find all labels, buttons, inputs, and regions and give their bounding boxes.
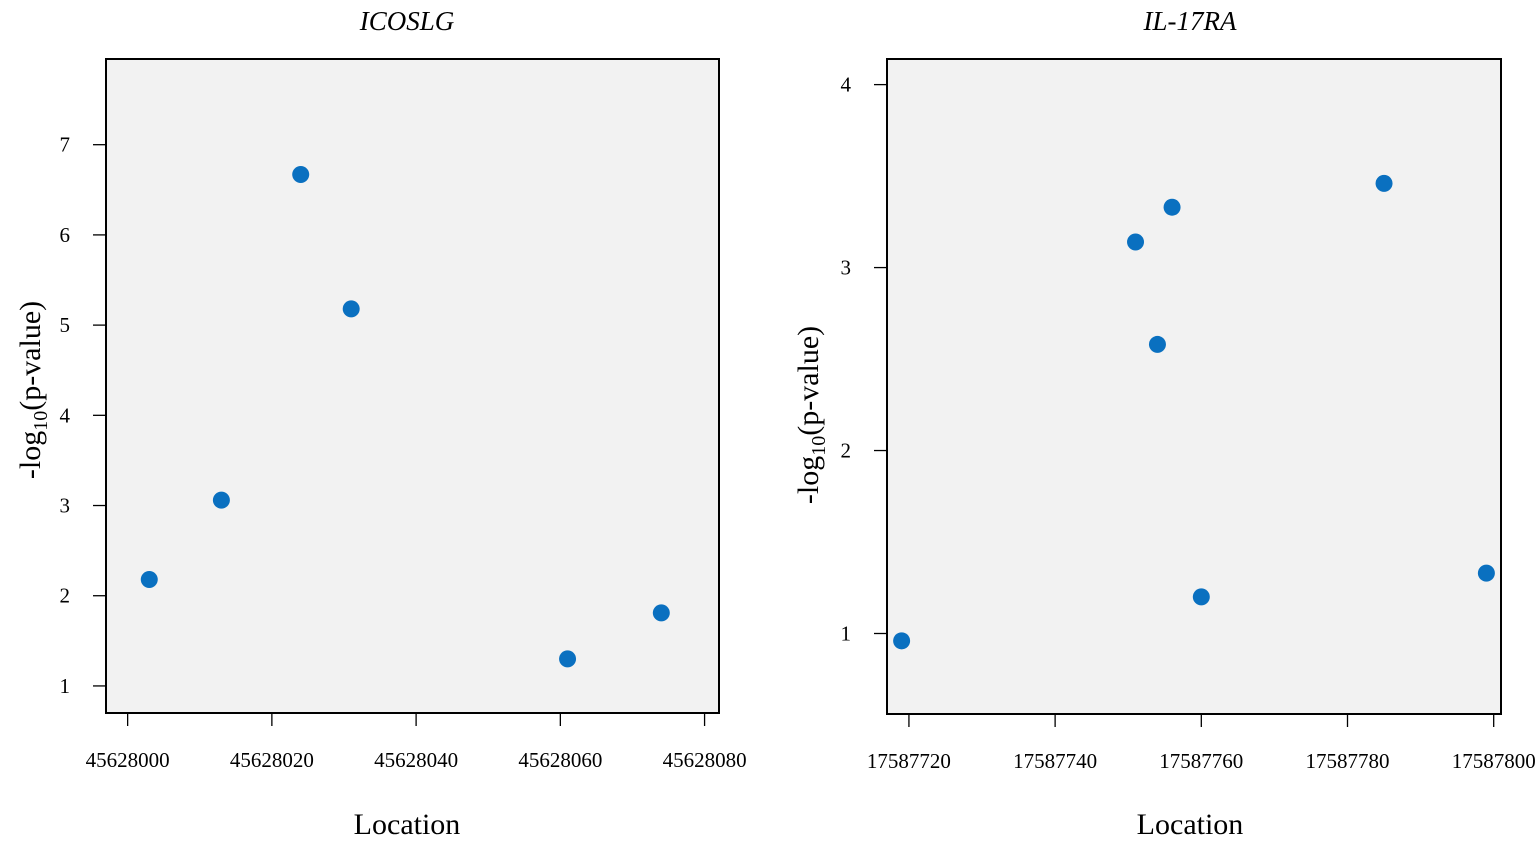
x-axis-label: Location	[1137, 808, 1244, 841]
y-tick-label: 2	[60, 584, 71, 608]
y-tick-label: 7	[60, 133, 71, 157]
data-point	[212, 491, 230, 509]
y-axis-label-suffix: (p-value)	[14, 301, 47, 411]
panel-il17ra: IL-17RA 17587720 17587740 17587760 17587780 1…	[792, 6, 1536, 841]
y-axis-label: -log10(p-value)	[792, 326, 830, 504]
data-point	[1477, 564, 1495, 582]
x-axis-label: Location	[354, 808, 461, 841]
data-point	[893, 632, 911, 650]
data-point	[652, 604, 670, 622]
y-tick-label: 1	[60, 674, 71, 698]
y-tick-label: 2	[841, 439, 852, 463]
plot-area	[886, 58, 1502, 715]
data-point	[140, 570, 158, 588]
data-point	[1192, 588, 1210, 606]
y-axis-label-prefix: -log	[14, 431, 47, 479]
x-tick-label: 45628040	[374, 748, 458, 772]
x-tick-label: 45628080	[663, 748, 747, 772]
x-tick-label: 17587760	[1159, 749, 1243, 773]
x-tick-label: 17587740	[1013, 749, 1097, 773]
y-tick-label: 6	[60, 223, 71, 247]
x-tick-label: 17587800	[1452, 749, 1536, 773]
y-axis-label-prefix: -log	[792, 456, 825, 504]
y-axis-label-suffix: (p-value)	[792, 326, 825, 436]
y-axis-label-subscript: 10	[30, 411, 52, 431]
x-tick-label: 45628060	[518, 748, 602, 772]
x-tick-label: 17587780	[1306, 749, 1390, 773]
data-point	[559, 650, 577, 668]
chart-title: IL-17RA	[1143, 6, 1237, 36]
y-tick-label: 1	[841, 621, 852, 645]
y-tick-label: 3	[841, 256, 852, 280]
x-tick-label: 45628020	[230, 748, 314, 772]
y-axis-label: -log10(p-value)	[14, 301, 52, 479]
data-point	[1148, 335, 1166, 353]
y-tick-label: 4	[60, 403, 71, 427]
y-tick-label: 4	[841, 73, 852, 97]
data-point	[1163, 198, 1181, 216]
data-point	[342, 300, 360, 318]
data-point	[1375, 174, 1393, 192]
y-axis-label-subscript: 10	[808, 436, 830, 456]
data-point	[1127, 233, 1145, 251]
x-tick-label: 17587720	[867, 749, 951, 773]
plot-area	[105, 58, 720, 714]
y-tick-label: 5	[60, 313, 71, 337]
x-tick-label: 45628000	[86, 748, 170, 772]
y-tick-label: 3	[60, 494, 71, 518]
data-point	[292, 165, 310, 183]
chart-title: ICOSLG	[359, 6, 455, 36]
